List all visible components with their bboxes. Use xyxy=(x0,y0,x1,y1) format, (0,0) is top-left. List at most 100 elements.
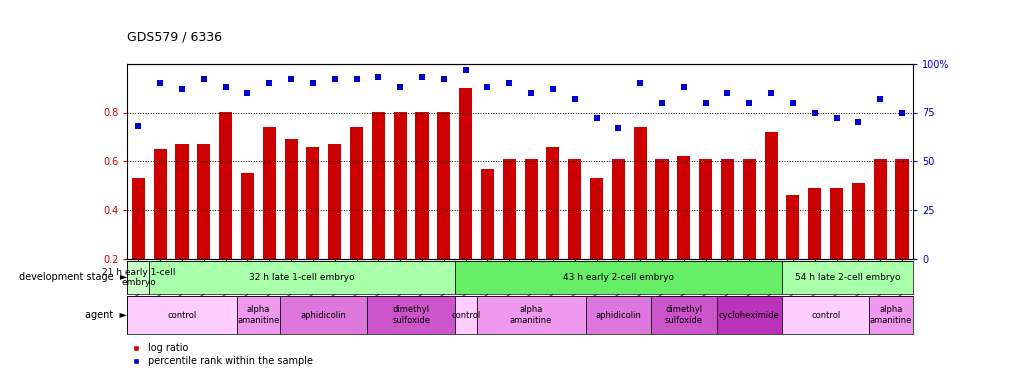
Text: 32 h late 1-cell embryo: 32 h late 1-cell embryo xyxy=(249,273,355,282)
Text: aphidicolin: aphidicolin xyxy=(595,310,641,320)
Point xyxy=(196,76,212,82)
Point xyxy=(609,125,626,131)
Text: dimethyl
sulfoxide: dimethyl sulfoxide xyxy=(664,305,702,325)
Point xyxy=(588,116,604,122)
Bar xyxy=(280,296,367,334)
Bar xyxy=(650,296,716,334)
Text: alpha
amanitine: alpha amanitine xyxy=(237,305,279,325)
Bar xyxy=(715,296,782,334)
Bar xyxy=(476,296,585,334)
Bar xyxy=(372,112,384,259)
Point xyxy=(173,86,190,92)
Bar xyxy=(872,159,886,259)
Point xyxy=(326,76,342,82)
Bar xyxy=(655,159,667,259)
Bar xyxy=(851,183,864,259)
Point xyxy=(458,67,474,73)
Point xyxy=(479,84,495,90)
Point xyxy=(261,80,277,86)
Point xyxy=(850,119,866,125)
Point xyxy=(741,100,757,106)
Point xyxy=(806,110,822,116)
Text: cycloheximide: cycloheximide xyxy=(718,310,779,320)
Bar xyxy=(502,159,516,259)
Bar xyxy=(589,178,602,259)
Text: control: control xyxy=(810,310,840,320)
Point xyxy=(893,110,909,116)
Bar xyxy=(782,261,912,294)
Point xyxy=(282,76,299,82)
Text: control: control xyxy=(450,310,480,320)
Text: 21 h early 1-cell
embryo: 21 h early 1-cell embryo xyxy=(102,268,175,287)
Point xyxy=(217,84,233,90)
Bar xyxy=(829,188,843,259)
Point xyxy=(675,84,691,90)
Bar xyxy=(154,149,167,259)
Bar xyxy=(219,112,232,259)
Bar xyxy=(807,188,820,259)
Bar xyxy=(742,159,755,259)
Text: 54 h late 2-cell embryo: 54 h late 2-cell embryo xyxy=(794,273,900,282)
Bar xyxy=(350,127,363,259)
Bar xyxy=(459,88,472,259)
Point xyxy=(697,100,713,106)
Bar xyxy=(568,159,581,259)
Point xyxy=(566,96,582,102)
Bar xyxy=(284,140,298,259)
Bar xyxy=(263,127,275,259)
Text: alpha
amanitine: alpha amanitine xyxy=(510,305,551,325)
Bar xyxy=(546,147,558,259)
Bar xyxy=(895,159,908,259)
Bar xyxy=(677,156,690,259)
Bar xyxy=(149,261,454,294)
Point xyxy=(130,123,147,129)
Point xyxy=(391,84,408,90)
Point xyxy=(152,80,168,86)
Point xyxy=(544,86,560,92)
Text: development stage  ►: development stage ► xyxy=(19,273,127,282)
Bar xyxy=(720,159,734,259)
Point xyxy=(718,90,735,96)
Text: agent  ►: agent ► xyxy=(86,310,127,320)
Bar xyxy=(367,296,454,334)
Point xyxy=(523,90,539,96)
Point xyxy=(239,90,256,96)
Point xyxy=(653,100,669,106)
Point xyxy=(305,80,321,86)
Point xyxy=(827,116,844,122)
Bar xyxy=(481,169,493,259)
Point xyxy=(871,96,888,102)
Bar xyxy=(524,159,537,259)
Bar xyxy=(782,296,868,334)
Text: alpha
amanitine: alpha amanitine xyxy=(869,305,911,325)
Text: aphidicolin: aphidicolin xyxy=(301,310,346,320)
Bar xyxy=(868,296,912,334)
Point xyxy=(370,74,386,80)
Bar xyxy=(131,178,145,259)
Bar xyxy=(127,261,149,294)
Bar xyxy=(611,159,625,259)
Bar xyxy=(328,144,341,259)
Bar xyxy=(197,144,210,259)
Point xyxy=(500,80,517,86)
Bar xyxy=(175,144,189,259)
Text: control: control xyxy=(167,310,197,320)
Bar xyxy=(698,159,711,259)
Bar xyxy=(633,127,646,259)
Bar xyxy=(437,112,450,259)
Bar xyxy=(236,296,280,334)
Text: 43 h early 2-cell embryo: 43 h early 2-cell embryo xyxy=(562,273,674,282)
Point xyxy=(414,74,430,80)
Bar xyxy=(764,132,776,259)
Point xyxy=(435,76,451,82)
Legend: log ratio, percentile rank within the sample: log ratio, percentile rank within the sa… xyxy=(132,344,313,366)
Text: GDS579 / 6336: GDS579 / 6336 xyxy=(127,30,222,43)
Bar xyxy=(585,296,650,334)
Point xyxy=(348,76,365,82)
Point xyxy=(784,100,800,106)
Point xyxy=(762,90,779,96)
Bar xyxy=(454,261,782,294)
Text: dimethyl
sulfoxide: dimethyl sulfoxide xyxy=(391,305,430,325)
Bar xyxy=(306,147,319,259)
Point xyxy=(632,80,648,86)
